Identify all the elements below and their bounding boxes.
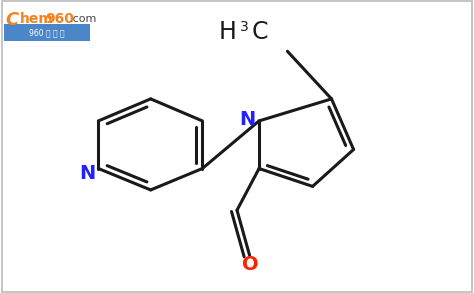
Text: 960 化 工 网: 960 化 工 网: [29, 28, 64, 37]
Text: C: C: [252, 20, 269, 44]
Text: .com: .com: [70, 14, 97, 24]
Text: H: H: [219, 20, 237, 44]
Text: N: N: [79, 164, 95, 183]
Text: N: N: [239, 110, 256, 129]
Text: O: O: [242, 255, 258, 274]
Text: C: C: [6, 11, 19, 29]
Text: 3: 3: [239, 21, 248, 35]
Text: 960: 960: [46, 12, 74, 26]
Bar: [4, 25, 90, 40]
Text: hem: hem: [19, 12, 54, 26]
